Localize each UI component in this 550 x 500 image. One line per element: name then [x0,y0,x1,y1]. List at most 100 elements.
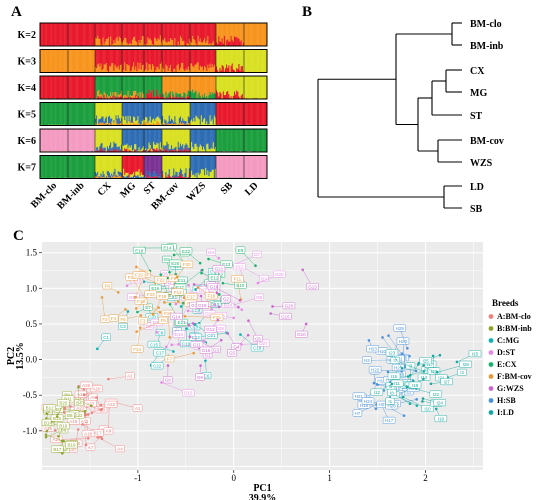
point-label: A18 [84,431,93,436]
admixture-bar [116,155,118,176]
admixture-bar [179,129,182,144]
admixture-bar [166,66,168,73]
data-point [390,382,394,386]
admixture-bar [90,23,92,46]
admixture-bar [241,129,244,152]
admixture-bar [98,23,100,39]
admixture-bar [201,149,204,152]
data-point [238,299,242,302]
admixture-bar [194,64,196,73]
point-label: A22 [107,402,116,407]
legend-label: B:BM-inb [497,324,532,333]
admixture-bar [46,102,48,125]
admixture-bar [84,23,86,46]
admixture-bar [213,102,216,116]
admixture-bar [110,92,112,97]
point-label: B15 [53,416,62,421]
admixture-bar [224,95,227,99]
admixture-bar [120,155,123,174]
admixture-bar [116,76,118,99]
point-label-box [368,366,382,374]
admixture-bar [232,69,235,73]
admixture-bar [118,176,120,179]
admixture-bar [236,67,238,73]
admixture-bar [182,155,184,175]
point-label: D7 [254,252,260,257]
admixture-bar [136,49,138,72]
admixture-bar [165,64,167,73]
admixture-bar [183,155,185,177]
admixture-bar [237,129,239,152]
label-leader [167,313,170,338]
label-leader [402,341,406,367]
admixture-bar [168,49,170,69]
point-label: A11 [81,419,89,424]
admixture-bar [127,129,129,149]
admixture-bar [187,49,190,67]
admixture-bar [170,118,173,124]
admixture-bar [96,76,98,98]
point-label: E7 [145,305,151,310]
admixture-bar [193,149,195,152]
admixture-bar [203,129,205,147]
admixture-bar [112,92,114,96]
admixture-bar [162,129,164,151]
point-label: I23 [389,351,396,356]
admixture-bar [123,176,125,179]
admixture-bar [90,49,92,73]
admixture-bar [113,171,115,177]
admixture-bar [153,118,155,124]
admixture-bar [213,49,216,65]
admixture-bar [209,129,211,150]
admixture-bar [140,23,142,41]
admixture-bar [136,155,138,172]
admixture-bar [197,102,199,119]
admixture-bar [75,49,77,73]
admixture-bar [138,155,140,170]
point-label-box [150,362,164,370]
admixture-bar [124,120,126,125]
admixture-bar [230,129,232,152]
admixture-bar [87,49,89,73]
admixture-bar [103,121,105,125]
admixture-bar [188,123,191,126]
admixture-bar [181,38,183,46]
admixture-bar [129,147,131,151]
admixture-bar [158,69,160,73]
admixture-bar [120,118,123,122]
admixture-bar [118,150,120,152]
admixture-bar [174,68,176,73]
point-label: A16 [77,392,86,397]
point-label: A7 [88,445,94,450]
admixture-bar [70,155,72,179]
admixture-bar [251,129,253,152]
admixture-bar [214,155,217,169]
admixture-bar [135,175,137,179]
admixture-bar [119,121,122,124]
admixture-bar [213,92,216,99]
admixture-bar [40,129,42,152]
admixture-bar [78,102,81,125]
point-label: C21 [207,333,216,338]
admixture-bar [165,92,167,98]
admixture-bar [193,76,195,93]
point-label: I1 [388,399,392,404]
admixture-bar [59,102,61,125]
admixture-bar [62,102,64,126]
admixture-bar [99,146,101,150]
admixture-bar [219,49,221,68]
data-point [405,385,409,389]
admixture-bar [253,155,256,178]
admixture-bar [263,49,265,72]
admixture-bar [64,102,66,126]
admixture-bar [142,97,145,99]
admixture-bar [213,155,216,179]
admixture-bar [47,76,50,99]
admixture-bar [226,102,228,125]
admixture-bar [123,145,125,151]
admixture-bar [95,171,97,177]
admixture-bar [125,38,127,46]
admixture-bar [190,49,192,64]
point-label-box [43,404,56,412]
data-point [175,275,179,279]
